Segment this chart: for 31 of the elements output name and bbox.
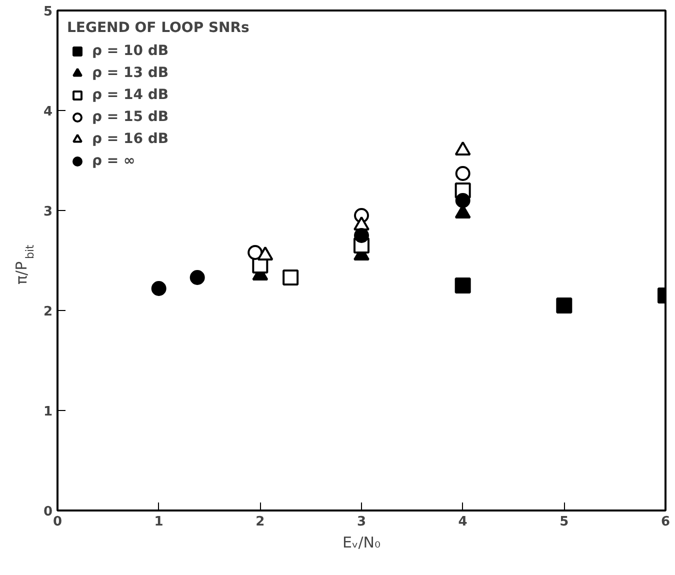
point	[455, 193, 470, 208]
y-tick-label: 0	[43, 504, 52, 520]
legend-label: ρ = 14 dB	[92, 87, 169, 103]
y-axis-title: π/Pbit	[12, 244, 36, 284]
x-tick-label: 5	[560, 514, 569, 530]
point	[556, 298, 572, 314]
x-tick-label: 3	[356, 514, 366, 530]
x-tick-label: 4	[458, 514, 468, 530]
y-tick-label: 2	[43, 304, 52, 320]
x-tick-label: 2	[256, 514, 265, 530]
legend-title: LEGEND OF LOOP SNRs	[67, 20, 250, 36]
x-tick-label: 6	[660, 514, 670, 530]
point	[151, 281, 166, 296]
y-tick-label: 1	[43, 404, 52, 420]
x-tick-label: 1	[154, 514, 164, 530]
legend-label: ρ = 13 dB	[92, 65, 169, 81]
x-axis-title: Eᵥ/N₀	[342, 534, 381, 552]
y-tick-label: 5	[43, 4, 52, 20]
point	[190, 270, 205, 285]
legend-label: ρ = 15 dB	[92, 109, 169, 125]
point	[282, 270, 299, 286]
legend-label: ρ = ∞	[92, 153, 136, 169]
legend-label: ρ = 10 dB	[92, 43, 169, 59]
y-tick-label: 3	[43, 204, 52, 220]
point	[455, 166, 470, 181]
point	[354, 228, 369, 243]
point	[248, 245, 263, 260]
x-tick-label: 0	[52, 514, 62, 530]
point	[454, 278, 471, 294]
y-tick-label: 4	[43, 104, 52, 120]
legend-label: ρ = 16 dB	[92, 131, 169, 147]
